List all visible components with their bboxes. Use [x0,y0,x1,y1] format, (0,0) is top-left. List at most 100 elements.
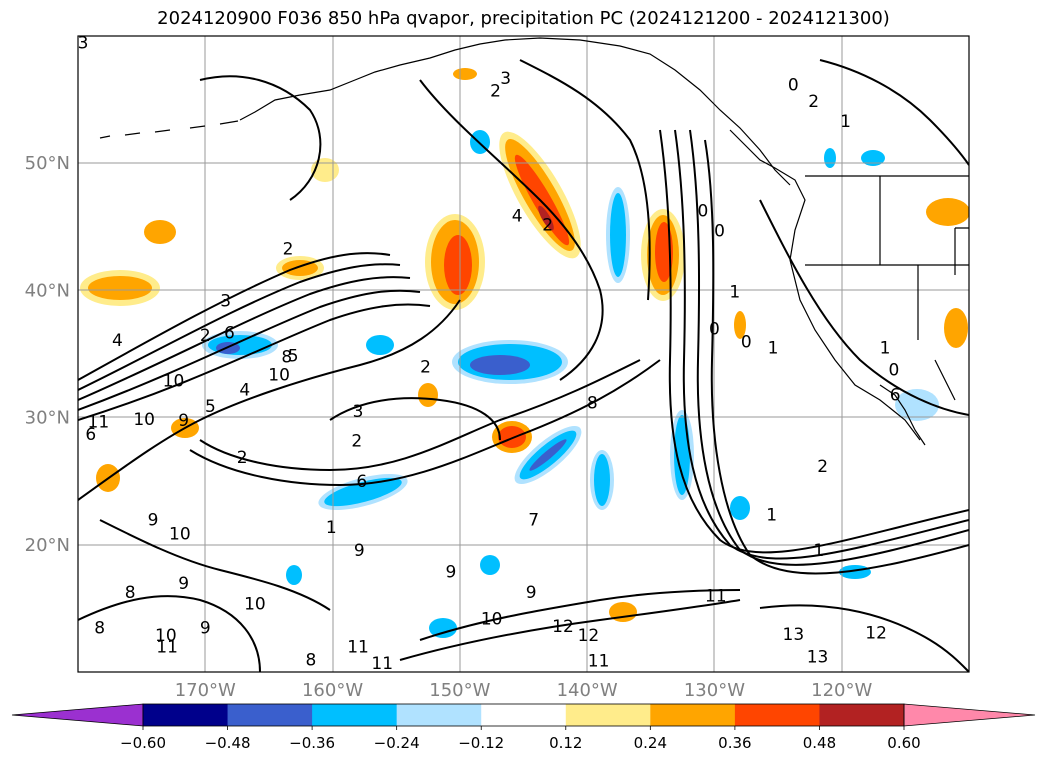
colorbar-tick-label: 0.36 [718,734,751,752]
contour-label: 7 [528,510,539,530]
contour-label: 8 [306,650,317,670]
precip-blob [286,565,302,585]
lon-tick-label: 170°W [175,680,236,701]
precip-blob [324,477,402,507]
contour-label: 0 [698,201,709,221]
lon-tick-label: 160°W [302,680,363,701]
colorbar-tick-label: 0.24 [634,734,667,752]
lat-tick-label: 40°N [25,280,70,301]
contour-label: 11 [88,412,110,432]
contour-label: 13 [783,625,805,645]
colorbar-bin [312,704,398,726]
contour-line [78,299,461,501]
precip-blob [538,205,554,231]
contour-label: 2 [808,92,819,112]
lat-tick-label: 30°N [25,408,70,429]
contour-label: 9 [200,618,211,638]
precip-blob [453,68,477,80]
contour-label: 8 [125,583,136,603]
aleutian-islands [99,120,239,139]
colorbar: −0.60 −0.48 −0.36 −0.24 −0.12 0.12 0.24 0.36 0.4… [11,703,1036,752]
contour-line [78,252,391,381]
contour-line [78,289,421,411]
contour-line [199,75,322,201]
precip-blob [514,154,570,246]
lat-tick-label: 20°N [25,535,70,556]
contour-label: 2 [351,431,362,451]
colorbar-bin [143,704,229,726]
precip-blob [944,308,968,348]
precip-blob [861,150,885,166]
contour-label: 5 [205,397,216,417]
lon-tick-label: 120°W [811,680,872,701]
contour-label: 0 [888,360,899,380]
colorbar-tick-label: −0.60 [120,734,166,752]
contour-label: 2 [817,457,828,477]
contour-line [78,263,401,391]
contour-label: 11 [347,638,369,658]
contour-label: 3 [353,402,364,422]
contour-line [199,359,641,472]
contour-label: 10 [163,372,185,392]
contour-line [674,129,969,560]
lon-tick-label: 150°W [429,680,490,701]
chart-title: 2024120900 F036 850 hPa qvapor, precipit… [157,8,890,29]
contour-label: 2 [237,448,248,468]
contour-label: 11 [705,587,727,607]
precip-blob [480,555,500,575]
contour-label: 1 [813,541,824,561]
contour-label: 2 [283,239,294,259]
precip-blob [594,454,610,506]
colorbar-tick-label: −0.12 [458,734,504,752]
contour-label: 6 [224,323,235,343]
contour-line [189,359,661,487]
contour-label: 10 [133,410,155,430]
contour-label: 1 [326,518,337,538]
precip-blob [144,220,176,244]
contour-label: 1 [729,283,740,303]
contour-line [78,303,431,421]
colorbar-bin [650,704,736,726]
contour-label: 13 [807,648,829,668]
contour-label: 6 [890,386,901,406]
contour-label: 9 [178,574,189,594]
colorbar-tick-label: −0.24 [374,734,420,752]
contour-label: 10 [244,594,266,614]
coastlines [99,37,969,446]
contour-label: 4 [112,331,123,351]
contour-line [419,589,741,641]
plot-frame [77,35,970,673]
contour-line [659,129,969,554]
contour-label: 12 [865,624,887,644]
baja-coastline [879,359,956,446]
colorbar-tick-label: 0.60 [887,734,920,752]
colorbar-tick-label: 0.12 [549,734,582,752]
contour-label: 9 [446,563,457,583]
contour-label: 9 [354,541,365,561]
colorbar-tick-label: −0.36 [289,734,335,752]
contour-label: 8 [587,393,598,413]
precip-blob [429,618,457,638]
contour-line [419,79,604,381]
colorbar-bin [227,704,313,726]
precip-blob [674,415,690,495]
colorbar-extend-high [903,703,1036,727]
contour-label: 10 [481,610,503,630]
contour-label: 1 [840,112,851,132]
precip-blob [734,311,746,339]
precip-blob [498,426,526,448]
contour-label: 6 [85,425,96,445]
colorbar-bin [819,704,905,726]
contour-label: 10 [155,626,177,646]
qvapor-contours [78,59,969,672]
colorbar-frame [142,703,905,727]
colorbar-extend-low [11,703,144,727]
contour-label: 8 [281,348,292,368]
precip-blob [470,355,530,375]
contour-label: 2 [420,358,431,378]
precip-blob [730,496,750,520]
contour-line [78,276,411,401]
contour-label: 8 [94,618,105,638]
precip-blob [529,439,567,471]
